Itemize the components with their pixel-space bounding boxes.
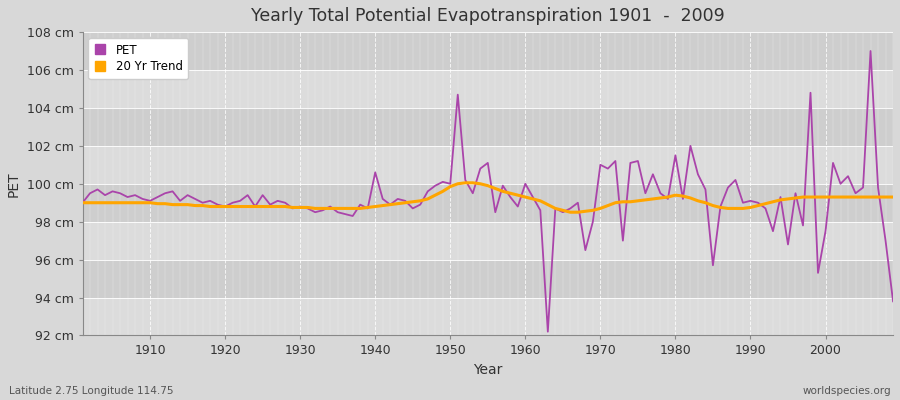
Text: Latitude 2.75 Longitude 114.75: Latitude 2.75 Longitude 114.75	[9, 386, 174, 396]
Y-axis label: PET: PET	[7, 171, 21, 196]
Bar	[83, 222, 893, 260]
Bar	[83, 32, 893, 70]
Bar	[83, 146, 893, 184]
Bar	[83, 184, 893, 222]
Bar	[83, 298, 893, 336]
Legend: PET, 20 Yr Trend: PET, 20 Yr Trend	[88, 38, 188, 79]
Bar	[83, 70, 893, 108]
Title: Yearly Total Potential Evapotranspiration 1901  -  2009: Yearly Total Potential Evapotranspiratio…	[251, 7, 724, 25]
Bar	[83, 260, 893, 298]
X-axis label: Year: Year	[473, 363, 502, 377]
Text: worldspecies.org: worldspecies.org	[803, 386, 891, 396]
Bar	[83, 108, 893, 146]
